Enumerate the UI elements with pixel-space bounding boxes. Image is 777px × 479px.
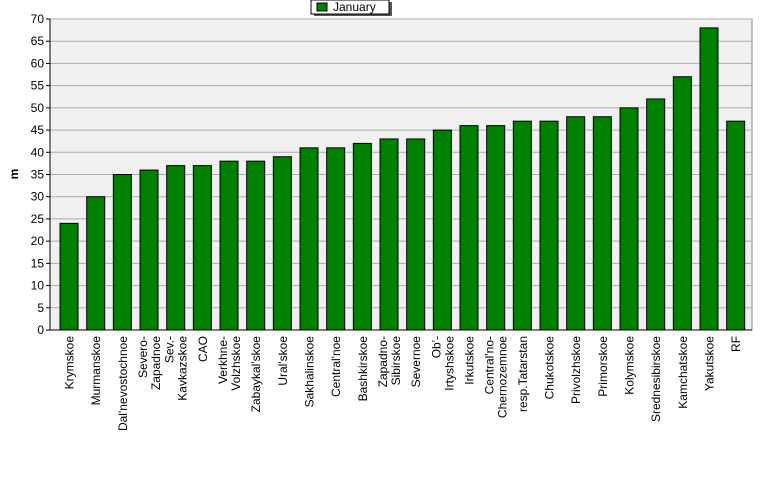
bar bbox=[192, 165, 212, 331]
bar bbox=[379, 138, 399, 331]
bar bbox=[512, 120, 532, 331]
x-tick-label: CAO bbox=[196, 336, 210, 362]
x-tick-label: Murmanskoe bbox=[89, 336, 103, 406]
x-tick-label: Zapadno-Sibirskoe bbox=[376, 336, 403, 388]
x-tick-label: Irkutskoe bbox=[463, 336, 477, 385]
legend: January bbox=[310, 0, 392, 16]
bar bbox=[566, 116, 586, 331]
bar bbox=[699, 27, 719, 331]
bar bbox=[139, 169, 159, 331]
y-tick-label: 30 bbox=[31, 190, 45, 204]
x-tick-label: resp.Tatarstan bbox=[516, 336, 530, 412]
bar bbox=[646, 98, 666, 331]
bar bbox=[486, 125, 506, 331]
bar bbox=[406, 138, 426, 331]
x-tick-label: Sakhalinskoe bbox=[303, 336, 317, 408]
bar bbox=[352, 142, 372, 331]
y-tick-label: 0 bbox=[37, 323, 44, 337]
legend-label: January bbox=[333, 0, 376, 14]
y-tick-label: 40 bbox=[31, 145, 45, 159]
x-tick-label: Severnoe bbox=[409, 336, 423, 388]
y-tick-label: 50 bbox=[31, 101, 45, 115]
bar bbox=[432, 129, 452, 331]
bar bbox=[86, 196, 106, 331]
x-tick-label: Primorskoe bbox=[596, 336, 610, 397]
bar bbox=[219, 160, 239, 331]
bar bbox=[326, 147, 346, 331]
bar bbox=[459, 125, 479, 331]
bar bbox=[299, 147, 319, 331]
bar bbox=[592, 116, 612, 331]
bar bbox=[166, 165, 186, 331]
x-tick-label: Bashkirskoe bbox=[356, 336, 370, 402]
x-tick-label: Severo-Zapadnoe bbox=[136, 336, 163, 390]
x-tick-label: Central'noe bbox=[329, 336, 343, 397]
y-tick-label: 20 bbox=[31, 234, 45, 248]
x-tick-label: Kamchatskoe bbox=[676, 336, 690, 409]
y-tick-label: 35 bbox=[31, 168, 45, 182]
y-tick-label: 60 bbox=[31, 56, 45, 70]
x-tick-label: Dal'nevostochnoe bbox=[116, 336, 130, 431]
bar bbox=[59, 222, 79, 331]
y-tick-label: 55 bbox=[31, 79, 45, 93]
y-tick-label: 70 bbox=[31, 12, 45, 26]
x-tick-label: Ural'skoe bbox=[276, 336, 290, 386]
x-tick-label: Ob'-Irtyshskoe bbox=[429, 336, 456, 391]
x-tick-label: Srednesibirskoe bbox=[649, 336, 663, 422]
y-axis-label: m bbox=[7, 169, 21, 180]
x-tick-label: Krymskoe bbox=[63, 336, 77, 390]
x-tick-label: Sev.-Kavkazskoe bbox=[163, 336, 190, 401]
bar bbox=[272, 156, 292, 331]
y-tick-label: 15 bbox=[31, 256, 45, 270]
bar bbox=[539, 120, 559, 331]
x-tick-label: RF bbox=[729, 336, 743, 352]
y-tick-label: 65 bbox=[31, 34, 45, 48]
x-tick-label: Privolzhskoe bbox=[569, 336, 583, 404]
x-tick-label: Verkhne-Volzhskoe bbox=[216, 336, 243, 391]
y-tick-label: 25 bbox=[31, 212, 45, 226]
x-tick-label: Zabaykal'skoe bbox=[249, 336, 263, 413]
legend-swatch bbox=[316, 2, 328, 12]
bar bbox=[619, 107, 639, 331]
y-tick-label: 45 bbox=[31, 123, 45, 137]
y-tick-label: 10 bbox=[31, 279, 45, 293]
x-tick-label: Chukotskoe bbox=[543, 336, 557, 400]
y-tick-label: 5 bbox=[37, 301, 44, 315]
bar bbox=[726, 120, 746, 331]
bar bbox=[112, 174, 132, 331]
bar bbox=[246, 160, 266, 331]
x-tick-label: Central'no-Chernozemnoe bbox=[483, 336, 510, 418]
x-tick-label: Kolymskoe bbox=[623, 336, 637, 395]
bar bbox=[672, 76, 692, 331]
legend-box bbox=[310, 0, 390, 15]
x-tick-label: Yakutskoe bbox=[703, 336, 717, 391]
